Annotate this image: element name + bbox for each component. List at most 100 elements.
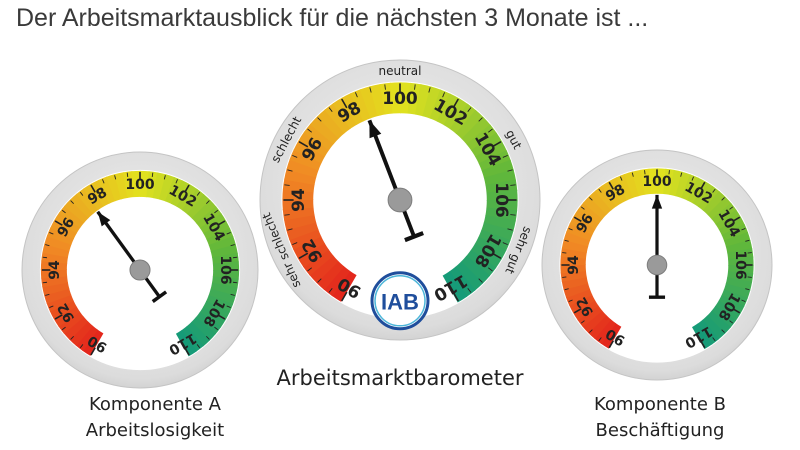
gauge-b-tick-mark (562, 252, 567, 254)
gauge-main-tick-mark (328, 288, 333, 293)
gauge-main-tick-mark (414, 84, 416, 90)
gauge-main-hub (387, 187, 413, 213)
gauge-b-tick-mark (580, 206, 585, 210)
gauge-a-tick-mark (214, 326, 219, 331)
gauge-main-tick-mark (502, 154, 508, 158)
gauge-b-tick-mark (580, 320, 585, 324)
gauge-a-tick-mark (217, 220, 226, 226)
gauge-b-tick-mark (598, 188, 602, 193)
gauge-a-tick-mark (217, 314, 226, 320)
gauge-b-tick-label: 106 (732, 250, 748, 279)
gauge-b-tick-mark (700, 181, 706, 190)
gauge-main-tick-label: 106 (491, 182, 511, 218)
gauge-a-title: Komponente A (89, 394, 221, 415)
gauge-main-tick-mark (284, 184, 290, 186)
gauge-main-tick-mark (307, 267, 312, 272)
gauge-b-hub (646, 254, 668, 276)
gauge-b-tick-mark (589, 197, 593, 201)
gauge-a-tick-mark (163, 175, 166, 180)
gauge-a-tick-mark (79, 344, 84, 349)
gauge-b-tick-mark (700, 340, 706, 349)
gauge-a-tick-mark (42, 281, 48, 284)
gauge-main-tick-mark (478, 117, 483, 122)
gauge-b-tick-mark (573, 216, 582, 222)
gauge-a-tick-mark (102, 179, 105, 184)
iab-logo: IAB (370, 271, 430, 331)
gauge-main-tick-mark (478, 278, 483, 283)
gauge-main-rating-label: neutral (379, 64, 422, 78)
gauge-a-tick-mark (70, 336, 74, 340)
gauge-a-tick-mark (61, 326, 66, 331)
gauge-a-needle (96, 210, 168, 304)
main-gauge-title: Arbeitsmarktbarometer (276, 366, 524, 390)
gauge-b-tick-mark (608, 340, 614, 349)
iab-logo-text: IAB (381, 289, 419, 314)
gauge-b-tick-mark (589, 329, 593, 333)
gauge-a-tick-mark (42, 256, 48, 259)
gauge-a-tick-mark (49, 305, 54, 308)
gauge-main-tick-mark (442, 92, 446, 98)
gauge-main-tick-mark (317, 117, 322, 122)
gauge-main-tick-mark (328, 107, 333, 112)
gauge-main-tick-mark (502, 242, 508, 246)
gauge-b-tick-mark (619, 176, 623, 181)
gauge-b-tick-mark (568, 299, 573, 303)
gauge-a-tick-label: 94 (47, 260, 63, 280)
gauge-a-tick-mark (79, 191, 84, 196)
gauge-a-tick-mark (206, 336, 210, 340)
gauge-a-tick-mark (175, 179, 178, 184)
gauge-main-tick-mark (488, 128, 493, 133)
gauge-b-tick-mark (712, 337, 716, 342)
gauge-b-caption: Komponente B Beschäftigung (545, 392, 775, 444)
gauge-main-tick-mark (292, 242, 298, 246)
gauge-a-tick-mark (90, 184, 96, 193)
gauge-b-tick-mark (608, 181, 614, 190)
gauge-b-tick-mark (644, 170, 646, 175)
gauge-b-tick-mark (721, 329, 725, 333)
gauge-b-tick-mark (747, 252, 752, 254)
gauge-b-tick-mark (668, 170, 670, 175)
gauge-b-tick-mark (741, 299, 746, 303)
gauge-a-tick-mark (54, 314, 63, 320)
gauge-main-tick-mark (298, 141, 309, 148)
gauge-a-tick-mark (90, 347, 96, 356)
gauge-b-tick-mark (732, 308, 741, 314)
gauge-main-needle (367, 119, 424, 243)
gauge-a-tick-mark (226, 232, 231, 235)
gauge-a-tick-mark (126, 172, 129, 178)
gauge-a-tick-mark (45, 293, 50, 296)
gauge-b-needle (648, 194, 666, 299)
gauge-a-tick-mark (49, 232, 54, 235)
gauge-main-tick-mark (467, 107, 472, 112)
gauge-a-tick-label: 100 (125, 177, 154, 193)
gauge-b-tick-mark (691, 176, 695, 181)
gauge-main-tick-mark (467, 288, 472, 293)
gauge-main-tick-mark (284, 214, 290, 216)
gauge-main-tick-mark (491, 252, 502, 259)
gauge-a-tick-mark (184, 184, 190, 193)
gauge-b-tick-mark (564, 288, 569, 291)
gauge-b-tick-label: 100 (642, 174, 671, 190)
gauge-main-tick-label: 94 (289, 188, 309, 212)
gauge-b-tick-mark (721, 197, 725, 201)
gauge-main-tick-mark (452, 98, 459, 109)
page-headline: Der Arbeitsmarktausblick für die nächste… (16, 4, 649, 32)
gauge-a-tick-mark (196, 191, 201, 196)
gauge-a-tick-mark (114, 175, 117, 180)
gauge-main-tick-mark (341, 98, 348, 109)
gauge-main-tick-mark (287, 228, 293, 231)
gauge-a-tick-label: 106 (217, 255, 233, 284)
gauge-main-tick-mark (452, 291, 459, 302)
gauge-main-color-band (282, 82, 518, 303)
gauge-b-tick-mark (729, 206, 734, 210)
gauge-a-caption: Komponente A Arbeitslosigkeit (40, 392, 270, 444)
gauge-a-tick-mark (196, 344, 201, 349)
gauge-a-tick-mark (45, 244, 50, 247)
gauge-b-tick-mark (729, 320, 734, 324)
gauge-main-tick-mark (298, 252, 309, 259)
gauge-b-tick-label: 94 (566, 255, 582, 275)
gauge-main-tick-mark (507, 169, 513, 172)
